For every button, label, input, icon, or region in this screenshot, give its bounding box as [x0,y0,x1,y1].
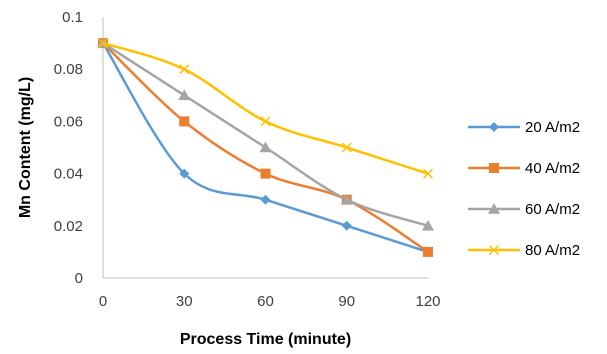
legend-item: 60 A/m2 [468,201,580,218]
data-point [179,116,190,127]
data-point [179,168,190,179]
data-point [340,193,353,205]
axes [102,17,428,279]
series-layer [97,37,434,257]
y-tick-label: 0.02 [54,218,83,235]
data-point [260,194,271,205]
data-point [341,220,352,231]
data-point [97,38,109,49]
x-tick-label: 60 [257,293,274,310]
x-tick-label: 120 [415,293,440,310]
x-tick-label: 30 [176,293,193,310]
y-tick-labels: 0 0.02 0.04 0.06 0.08 0.1 [54,9,83,287]
series-line [102,41,429,175]
series-4 [97,38,434,179]
legend-marker [488,244,500,256]
series-line [101,42,429,254]
x-axis-title: Process Time (minute) [180,331,351,348]
y-tick-label: 0 [75,270,83,287]
legend-label: 20 A/m2 [525,119,580,136]
y-tick-label: 0.06 [54,113,83,130]
x-tick-labels: 0 30 60 90 120 [99,293,441,310]
legend-item: 40 A/m2 [468,160,580,177]
x-tick-label: 0 [99,293,107,310]
y-tick-label: 0.04 [54,166,83,183]
legend-label: 40 A/m2 [525,160,580,177]
data-point [341,142,352,153]
data-point [178,89,191,101]
legend-item: 20 A/m2 [468,119,580,136]
y-tick-label: 0.1 [62,9,83,26]
x-tick-label: 90 [338,293,355,310]
data-point [260,116,271,127]
data-point [422,219,434,231]
legend-label: 60 A/m2 [525,201,580,218]
y-tick-label: 0.08 [54,61,83,78]
data-point [423,246,433,257]
data-point [260,168,271,179]
legend-label: 80 A/m2 [525,242,580,259]
legend: 20 A/m2 40 A/m2 60 A/m2 80 A/m2 [468,119,580,259]
data-point [179,64,190,75]
legend-item: 80 A/m2 [468,242,580,259]
data-point [259,141,272,153]
legend-marker [488,203,500,214]
legend-marker [489,163,499,173]
y-axis-title: Mn Content (mg/L) [17,77,34,218]
legend-marker [489,122,499,132]
data-point [422,168,434,179]
